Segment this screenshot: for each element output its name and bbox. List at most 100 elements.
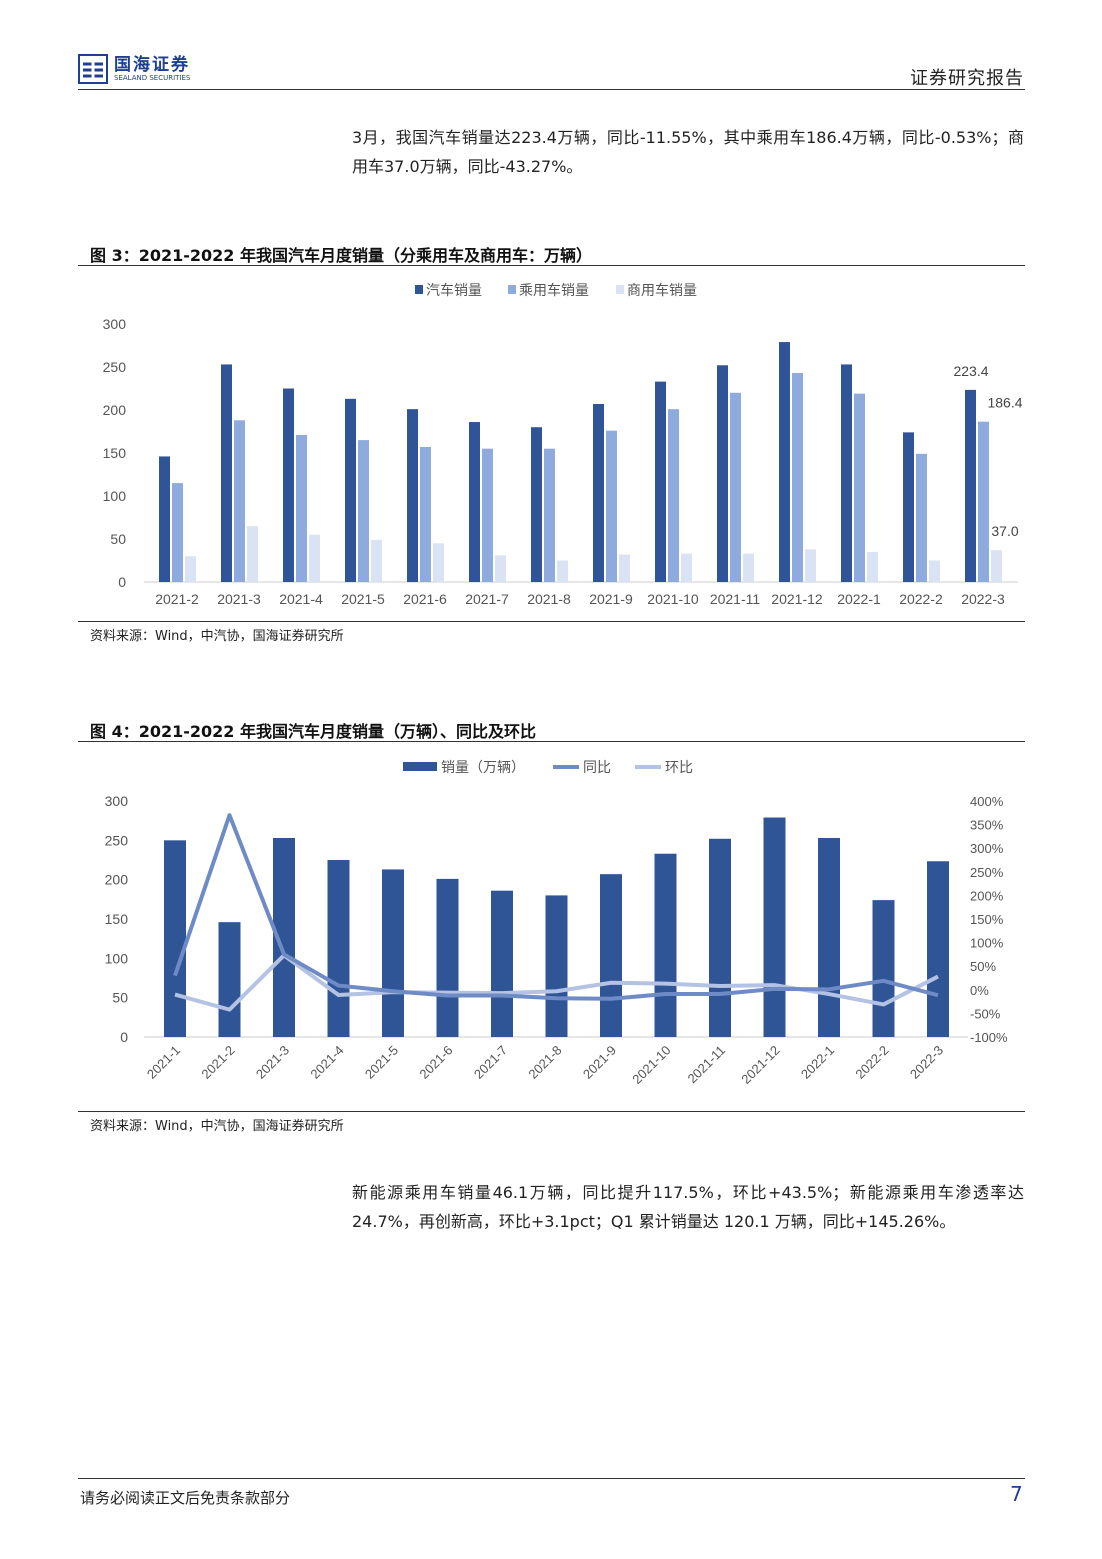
y2-tick-label: -50% — [970, 1006, 1001, 1021]
bar-passenger — [730, 392, 741, 582]
x-tick-label: 2021-3 — [217, 591, 261, 607]
bar-passenger — [606, 430, 617, 582]
y2-tick-label: 200% — [970, 888, 1004, 903]
legend-swatch — [415, 285, 423, 294]
bar-commercial — [371, 539, 382, 582]
bar-sales — [218, 922, 241, 1037]
bar-passenger — [978, 421, 989, 582]
page-number: 7 — [1010, 1482, 1023, 1506]
bar-total — [407, 409, 418, 582]
x-tick-label: 2021-10 — [629, 1043, 673, 1087]
bar-sales — [382, 869, 404, 1037]
bar-commercial — [495, 555, 506, 582]
x-tick-label: 2022-1 — [798, 1043, 837, 1082]
footer-rule — [78, 1478, 1025, 1479]
x-tick-label: 2022-2 — [852, 1043, 891, 1082]
bar-total — [903, 432, 914, 582]
x-tick-label: 2021-4 — [307, 1043, 346, 1082]
x-tick-label: 2021-6 — [416, 1043, 455, 1082]
y2-tick-label: 400% — [970, 794, 1004, 809]
y2-tick-label: 100% — [970, 936, 1004, 951]
bar-total — [345, 398, 356, 582]
data-label: 37.0 — [991, 523, 1018, 539]
data-label: 186.4 — [987, 395, 1022, 411]
x-tick-label: 2021-5 — [362, 1043, 401, 1082]
bar-sales — [872, 900, 895, 1037]
x-tick-label: 2021-2 — [198, 1043, 237, 1082]
y2-tick-label: 300% — [970, 841, 1004, 856]
y2-tick-label: 50% — [970, 959, 996, 974]
bar-commercial — [681, 553, 692, 582]
intro-paragraph: 3月，我国汽车销量达223.4万辆，同比-11.55%，其中乘用车186.4万辆… — [352, 128, 1024, 176]
y-tick-label: 300 — [103, 316, 127, 332]
fig4-title: 图 4：2021-2022 年我国汽车月度销量（万辆）、同比及环比 — [90, 722, 536, 741]
x-tick-label: 2021-4 — [279, 591, 323, 607]
bar-passenger — [420, 446, 431, 582]
bar-total — [159, 456, 170, 582]
legend-label: 乘用车销量 — [519, 282, 589, 298]
bar-commercial — [805, 549, 816, 582]
y-tick-label: 100 — [105, 950, 129, 966]
x-tick-label: 2022-2 — [899, 591, 943, 607]
bar-passenger — [358, 440, 369, 582]
y-tick-label: 0 — [118, 574, 126, 590]
bar-sales — [654, 853, 677, 1037]
bar-commercial — [867, 551, 878, 582]
bar-total — [965, 389, 976, 582]
y-tick-label: 50 — [110, 531, 126, 547]
bar-passenger — [234, 420, 245, 582]
y-tick-label: 300 — [105, 793, 129, 809]
x-tick-label: 2021-6 — [403, 591, 447, 607]
doc-type: 证券研究报告 — [910, 68, 1024, 89]
bar-passenger — [296, 434, 307, 582]
legend-label: 环比 — [665, 759, 693, 775]
fig3-source: 资料来源：Wind，中汽协，国海证券研究所 — [90, 629, 344, 644]
bar-sales — [491, 890, 513, 1037]
bar-sales — [709, 838, 731, 1037]
y-tick-label: 100 — [103, 488, 127, 504]
x-tick-label: 2021-8 — [527, 591, 571, 607]
line-yoy — [173, 813, 939, 1001]
bar-sales — [600, 874, 622, 1037]
x-tick-label: 2021-12 — [738, 1043, 782, 1087]
bar-total — [779, 342, 790, 582]
bar-commercial — [557, 560, 568, 582]
bar-commercial — [247, 526, 258, 582]
logo-icon — [78, 54, 108, 84]
fig3-top-rule — [78, 265, 1025, 266]
bar-commercial — [743, 553, 754, 582]
outro-paragraph: 新能源乘用车销量46.1万辆，同比提升117.5%，环比+43.5%；新能源乘用… — [352, 1183, 1024, 1231]
legend-label: 商用车销量 — [627, 282, 697, 298]
y-tick-label: 200 — [103, 402, 127, 418]
y2-tick-label: 350% — [970, 818, 1004, 833]
fig3-chart: 汽车销量 乘用车销量 商用车销量 0 50 100 150 200 250 300 2021-2 20… — [103, 282, 1023, 607]
bar-commercial — [433, 543, 444, 582]
bar-sales — [763, 817, 786, 1037]
x-tick-label: 2021-10 — [647, 591, 699, 607]
bar-sales — [927, 861, 949, 1037]
x-tick-label: 2021-11 — [684, 1043, 728, 1087]
fig4-bottom-rule — [78, 1111, 1025, 1112]
x-tick-label: 2021-8 — [525, 1043, 564, 1082]
data-label: 223.4 — [953, 363, 988, 379]
legend-label: 汽车销量 — [426, 282, 482, 298]
bar-passenger — [482, 448, 493, 582]
x-tick-label: 2021-7 — [471, 1043, 510, 1082]
legend-swatch — [508, 285, 516, 294]
bar-passenger — [916, 453, 927, 582]
x-tick-label: 2021-11 — [710, 591, 761, 607]
bar-total — [655, 381, 666, 582]
y2-tick-label: 250% — [970, 865, 1004, 880]
y-tick-label: 150 — [105, 911, 129, 927]
bar-commercial — [619, 554, 630, 582]
y2-tick-label: 150% — [970, 912, 1004, 927]
x-tick-label: 2021-9 — [589, 591, 633, 607]
bar-commercial — [185, 556, 196, 582]
x-tick-label: 2021-5 — [341, 591, 385, 607]
bar-passenger — [854, 393, 865, 582]
x-tick-label: 2022-3 — [907, 1043, 946, 1082]
legend-swatch — [403, 762, 437, 771]
x-tick-label: 2022-3 — [961, 591, 1005, 607]
x-tick-label: 2021-3 — [253, 1043, 292, 1082]
x-tick-label: 2021-7 — [465, 591, 509, 607]
